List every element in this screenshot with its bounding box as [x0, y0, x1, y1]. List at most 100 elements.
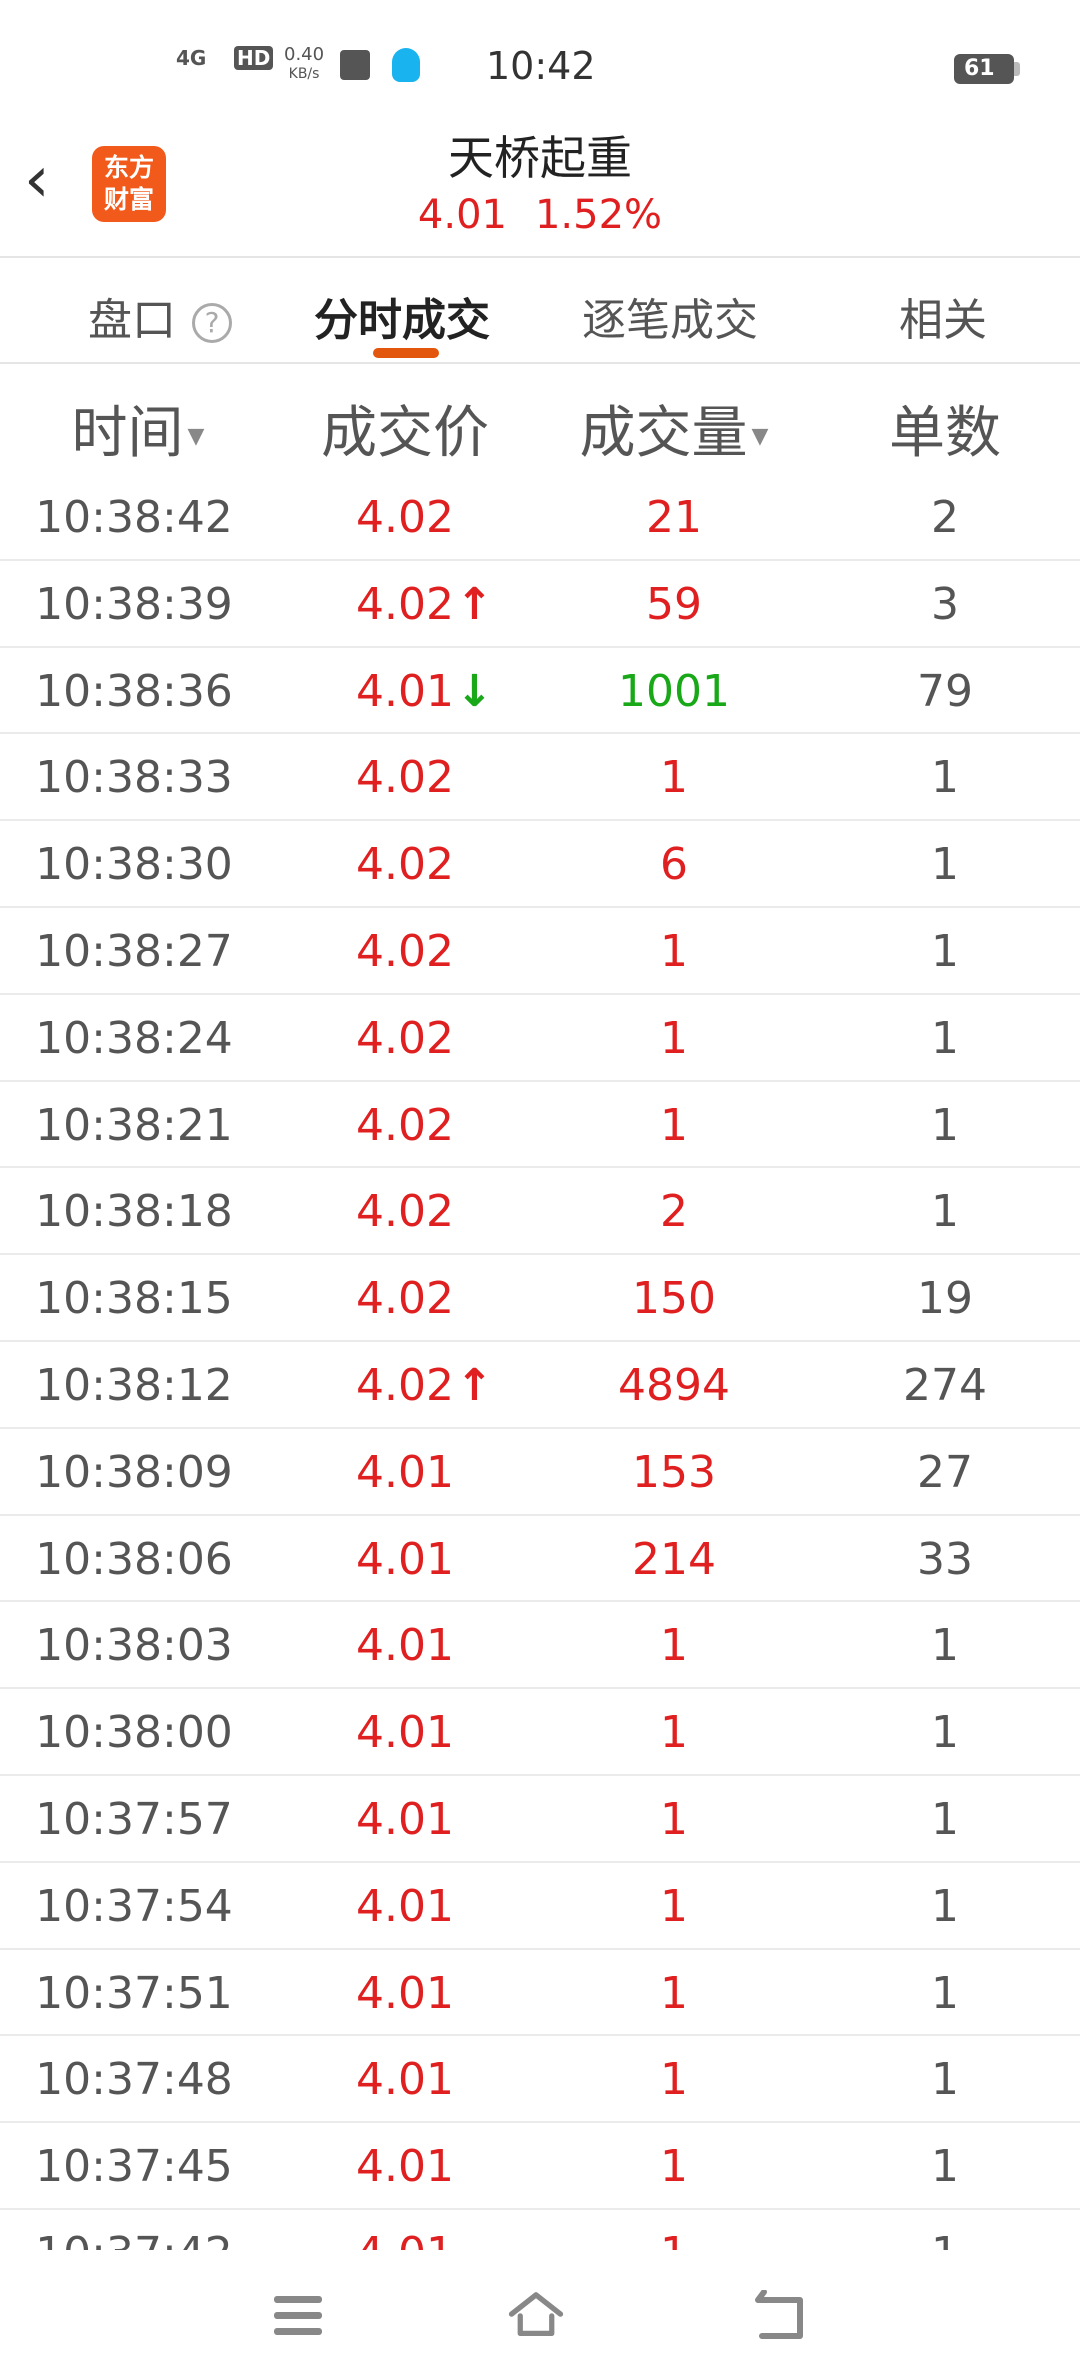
trade-count: 1	[931, 1707, 959, 1759]
trade-time: 10:38:33	[35, 752, 233, 804]
speed-value: 0.40	[284, 44, 325, 65]
speed-unit: KB/s	[288, 66, 320, 82]
price-value: 4.02	[356, 839, 454, 891]
trade-volume: 1	[660, 1967, 688, 2019]
table-row: 10:38:27 4.02 1 1	[0, 908, 1080, 995]
trade-count: 3	[931, 578, 959, 630]
trade-time: 10:38:09	[35, 1446, 233, 1498]
arrow-down-icon: ↓	[455, 665, 493, 717]
trade-price: 4.01	[356, 1794, 454, 1845]
trade-price: 4.02	[356, 752, 454, 803]
trade-count: 274	[903, 1359, 987, 1411]
menu-icon[interactable]	[272, 2290, 328, 2340]
price-value: 4.02	[356, 1099, 454, 1151]
app-logo[interactable]: 东方 财富	[92, 146, 166, 222]
trade-price: 4.02	[356, 1100, 454, 1151]
trade-time: 10:38:03	[35, 1620, 233, 1672]
calendar-icon	[340, 50, 370, 80]
trade-volume: 1	[660, 1707, 688, 1759]
trade-list[interactable]: 10:38:42 4.02 21 2 10:38:39 4.02 ↑ 59 3 10:…	[0, 474, 1080, 2250]
table-row: 10:38:39 4.02 ↑ 59 3	[0, 561, 1080, 648]
trade-count: 1	[931, 752, 959, 804]
price-value: 4.02	[356, 925, 454, 977]
trade-time: 10:38:39	[35, 578, 233, 630]
tab-label: 盘口	[88, 295, 176, 346]
trade-volume: 1	[660, 2228, 688, 2250]
trade-price: 4.02	[356, 492, 454, 543]
price-value: 4.02	[356, 1273, 454, 1325]
sort-time-header[interactable]: 时间 ▼	[72, 388, 205, 469]
table-row: 10:38:12 4.02 ↑ 4894 274	[0, 1342, 1080, 1429]
trade-price: 4.02 ↑	[356, 579, 493, 630]
arrow-up-icon: ↑	[455, 578, 493, 630]
trade-count: 1	[931, 1880, 959, 1932]
trade-time: 10:38:12	[35, 1359, 233, 1411]
change-percent: 1.52%	[534, 192, 663, 238]
status-bar: 4G HD 0.40 KB/s 10:42 61	[0, 0, 1080, 120]
table-row: 10:38:42 4.02 21 2	[0, 474, 1080, 561]
trade-volume: 1001	[618, 665, 730, 717]
help-icon[interactable]: ?	[192, 303, 232, 343]
price-value: 4.01	[356, 2054, 454, 2106]
price-value: 4.02	[356, 1186, 454, 1238]
home-icon[interactable]	[508, 2290, 564, 2340]
sort-volume-header[interactable]: 成交量 ▼	[580, 388, 769, 469]
table-row: 10:38:15 4.02 150 19	[0, 1255, 1080, 1342]
trade-count: 1	[931, 2228, 959, 2250]
table-row: 10:38:00 4.01 1 1	[0, 1689, 1080, 1776]
hd-icon: HD	[234, 46, 274, 70]
price-value: 4.02	[356, 752, 454, 804]
tab-order-book[interactable]: 盘口?	[88, 284, 232, 348]
trade-count: 1	[931, 839, 959, 891]
table-row: 10:38:30 4.02 6 1	[0, 821, 1080, 908]
table-row: 10:38:06 4.01 214 33	[0, 1516, 1080, 1603]
price-value: 4.01	[356, 1707, 454, 1759]
price-value: 4.01	[356, 2141, 454, 2193]
header-label: 时间	[71, 401, 184, 466]
tab-related[interactable]: 相关	[899, 295, 987, 346]
tab-tick-trades[interactable]: 逐笔成交	[582, 295, 758, 346]
back-button[interactable]: ‹	[24, 143, 50, 217]
header-label: 成交量	[579, 401, 748, 466]
trade-volume: 6	[660, 839, 688, 891]
price-value: 4.01	[356, 2228, 454, 2250]
trade-time: 10:38:15	[35, 1273, 233, 1325]
table-row: 10:38:18 4.02 2 1	[0, 1168, 1080, 1256]
trade-count: 1	[931, 1793, 959, 1845]
price-value: 4.02	[356, 1012, 454, 1064]
trade-price: 4.01	[356, 1968, 454, 2019]
battery-icon: 61	[954, 54, 1020, 84]
arrow-up-icon: ↑	[455, 1359, 493, 1411]
price-value: 4.01	[356, 1793, 454, 1845]
tab-time-sales[interactable]: 分时成交	[314, 295, 490, 346]
table-row: 10:38:21 4.02 1 1	[0, 1082, 1080, 1169]
trade-count: 1	[931, 925, 959, 977]
table-row: 10:38:36 4.01 ↓ 1001 79	[0, 648, 1080, 735]
trade-price: 4.01	[356, 1707, 454, 1758]
stock-name: 天桥起重	[448, 131, 632, 185]
trade-volume: 1	[660, 1620, 688, 1672]
trade-price: 4.01	[356, 1881, 454, 1932]
trade-price: 4.01	[356, 2054, 454, 2105]
price-value: 4.01	[356, 1880, 454, 1932]
trade-time: 10:37:48	[35, 2054, 233, 2106]
trade-count: 1	[931, 1620, 959, 1672]
stock-quote: 4.01 1.52%	[0, 192, 1080, 238]
back-nav-icon[interactable]	[752, 2290, 808, 2340]
tab-bar: 盘口? 分时成交 逐笔成交 相关	[0, 260, 1080, 364]
trade-volume: 1	[660, 1880, 688, 1932]
table-row: 10:37:57 4.01 1 1	[0, 1776, 1080, 1863]
table-row: 10:38:24 4.02 1 1	[0, 995, 1080, 1082]
price-value: 4.01	[356, 1967, 454, 2019]
trade-price: 4.02	[356, 839, 454, 890]
trade-count: 2	[931, 492, 959, 543]
trade-time: 10:38:06	[35, 1533, 233, 1585]
price-value: 4.01	[356, 1446, 454, 1498]
trade-volume: 4894	[618, 1359, 730, 1411]
trade-count: 79	[917, 665, 973, 717]
trade-time: 10:37:42	[35, 2228, 233, 2250]
table-row: 10:38:03 4.01 1 1	[0, 1602, 1080, 1690]
trade-count: 27	[917, 1446, 973, 1498]
price-header: 成交价	[321, 401, 489, 466]
table-row: 10:38:33 4.02 1 1	[0, 734, 1080, 822]
